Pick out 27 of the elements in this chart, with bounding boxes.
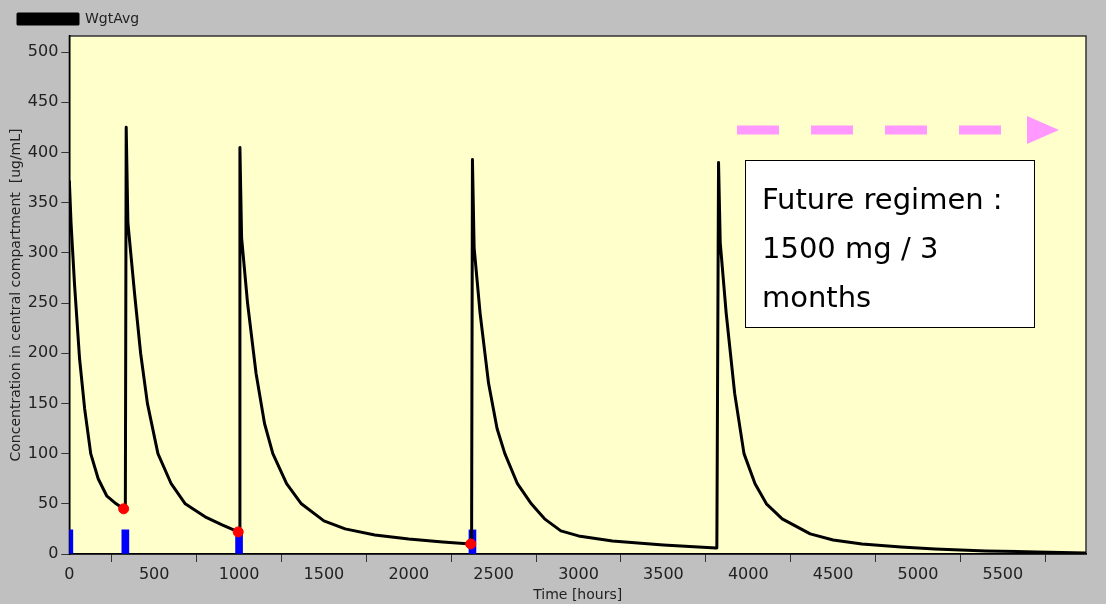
- y-axis-title: Concentration in central compartment [ug/mL]: [7, 128, 24, 462]
- annotation: Future regimen : 1500 mg / 3 months: [745, 160, 1035, 328]
- x-tick-label: 4000: [727, 563, 769, 583]
- y-tick-label: 200: [27, 342, 59, 362]
- y-tick-label: 250: [27, 292, 59, 312]
- x-tick-label: 5500: [982, 563, 1024, 583]
- y-tick-label: 150: [27, 392, 59, 412]
- y-tick-label: 400: [27, 141, 59, 161]
- x-tick-label: 1500: [303, 563, 345, 583]
- x-tick-label: 2000: [388, 563, 430, 583]
- y-tick-label: 450: [27, 91, 59, 111]
- x-axis-title: Time [hours]: [532, 586, 623, 603]
- x-tick-label: 500: [138, 563, 170, 583]
- y-tick-label: 500: [27, 41, 59, 61]
- x-tick-label: 5000: [897, 563, 939, 583]
- y-tick-label: 50: [37, 492, 59, 512]
- x-tick-label: 1000: [218, 563, 260, 583]
- y-tick-label: 0: [48, 543, 59, 563]
- x-tick-label: 4500: [812, 563, 854, 583]
- legend-label: WgtAvg: [85, 9, 140, 26]
- y-tick-label: 300: [27, 241, 59, 261]
- y-tick-label: 350: [27, 191, 59, 211]
- y-tick-label: 100: [27, 442, 59, 462]
- x-tick-label: 0: [64, 563, 75, 583]
- x-tick-label: 3500: [643, 563, 684, 583]
- x-tick-label: 2500: [473, 563, 515, 583]
- x-tick-label: 3000: [558, 563, 599, 583]
